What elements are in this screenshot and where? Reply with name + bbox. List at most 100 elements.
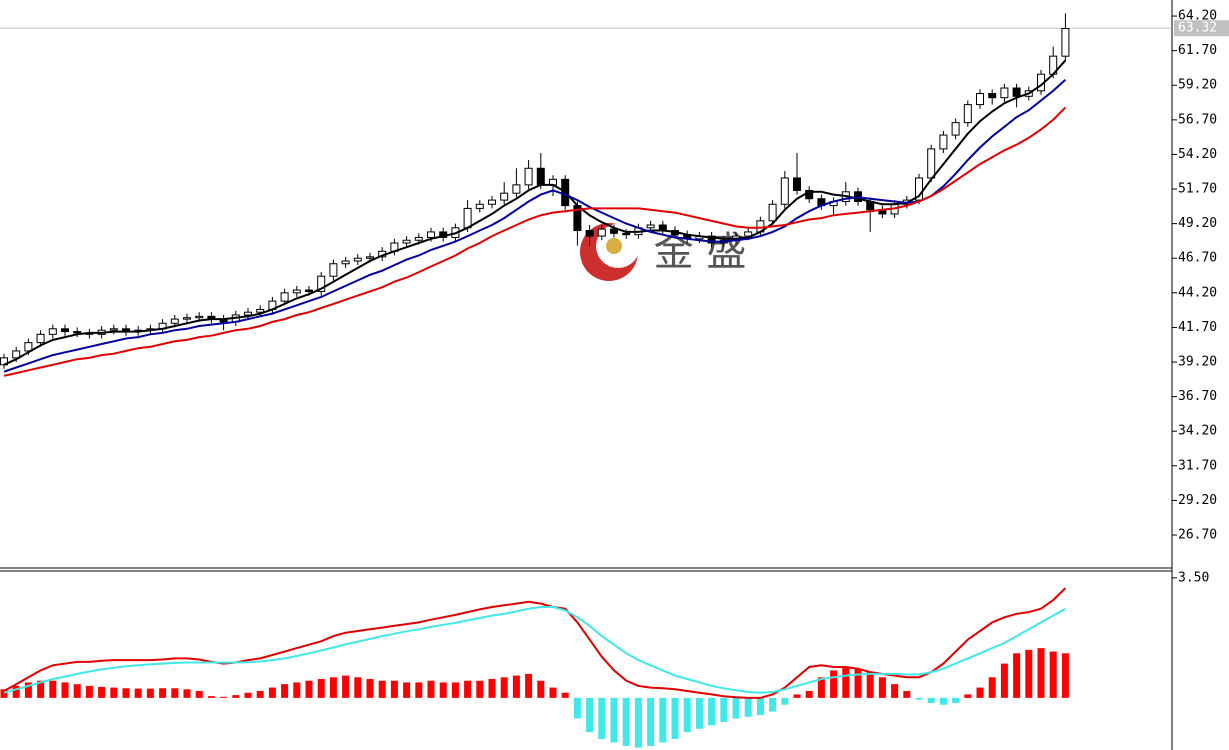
histogram-bar — [73, 684, 81, 698]
histogram-bar — [683, 697, 691, 733]
candle-body — [536, 167, 545, 186]
candle-body — [939, 134, 948, 150]
candle-body — [707, 235, 716, 244]
histogram-bar — [281, 684, 289, 698]
candle-body — [988, 93, 997, 99]
candle-body — [414, 236, 423, 241]
histogram-bar — [1037, 648, 1045, 698]
candle-body — [353, 257, 362, 262]
candle-body — [463, 207, 472, 229]
histogram-bar — [537, 680, 545, 698]
histogram-bar — [830, 670, 838, 698]
histogram-bar — [24, 682, 32, 698]
candle-body — [195, 315, 204, 319]
candle-body — [341, 260, 350, 265]
histogram-bar — [573, 697, 581, 719]
candle-body — [12, 350, 21, 359]
y-tick-label: 31.70 — [1178, 458, 1217, 473]
candle-body — [183, 317, 191, 320]
histogram-bar — [268, 687, 276, 698]
candle-body — [280, 292, 289, 302]
histogram-bar — [488, 679, 496, 698]
y-tick-label: 46.70 — [1178, 251, 1217, 266]
histogram-bar — [439, 682, 447, 698]
candle-body — [1061, 28, 1070, 57]
histogram-bar — [342, 675, 350, 698]
histogram-bar — [378, 680, 386, 698]
histogram-bar — [1013, 653, 1021, 698]
histogram-bar — [891, 684, 899, 698]
candle-body — [329, 263, 338, 277]
candle-body — [744, 231, 753, 237]
candle-body — [427, 231, 435, 238]
histogram-bar — [561, 692, 569, 698]
candle-body — [512, 184, 521, 194]
candle-body — [585, 230, 594, 237]
histogram-bar — [842, 667, 850, 698]
histogram-bar — [927, 697, 935, 704]
histogram-bar — [976, 687, 984, 698]
histogram-bar — [988, 677, 996, 698]
histogram-bar — [390, 680, 398, 698]
histogram-bar — [183, 689, 191, 698]
candle-body — [305, 289, 313, 292]
histogram-bar — [256, 691, 264, 698]
histogram-bar — [695, 697, 703, 729]
y-tick-label: 64.20 — [1178, 9, 1217, 24]
candle-body — [475, 203, 484, 209]
histogram-bar — [793, 694, 801, 698]
histogram-bar — [1061, 653, 1069, 698]
candle-body — [951, 122, 960, 136]
candle-body — [244, 311, 252, 316]
histogram-bar — [159, 688, 167, 698]
histogram-bar — [1025, 649, 1033, 698]
candle-body — [915, 177, 923, 201]
histogram-bar — [878, 677, 886, 698]
histogram-bar — [122, 688, 130, 698]
histogram-bar — [110, 687, 118, 698]
histogram-bar — [622, 697, 630, 746]
histogram-bar — [903, 691, 911, 698]
histogram-bar — [634, 697, 642, 748]
moving-average-line — [3, 78, 1067, 373]
histogram-bar — [220, 696, 228, 698]
y-tick-label: 39.20 — [1178, 355, 1217, 370]
y-tick-label: 56.70 — [1178, 112, 1217, 127]
histogram-bar — [512, 675, 520, 698]
y-tick-label: 3.50 — [1178, 570, 1209, 585]
histogram-bar — [805, 691, 813, 698]
moving-average-line — [3, 59, 1067, 366]
histogram-bar — [403, 682, 411, 698]
candle-body — [1000, 87, 1009, 99]
histogram-bar — [476, 680, 484, 698]
histogram-bar — [756, 697, 764, 716]
candle-body — [402, 239, 411, 244]
candle-body — [366, 256, 374, 259]
histogram-bar — [769, 697, 777, 712]
histogram-bar — [354, 677, 362, 698]
histogram-bar — [817, 677, 825, 698]
candle-body — [48, 328, 57, 335]
candle-body — [622, 232, 631, 236]
candle-body — [524, 167, 533, 186]
candle-body — [109, 328, 118, 331]
histogram-bar — [525, 673, 533, 698]
histogram-bar — [732, 697, 740, 719]
histogram-bar — [1049, 651, 1057, 698]
histogram-bar — [61, 682, 69, 698]
histogram-bar — [586, 697, 594, 733]
histogram-bar — [427, 680, 435, 698]
histogram-bar — [671, 697, 679, 740]
y-tick-label: 54.20 — [1178, 147, 1217, 162]
y-tick-label: 36.70 — [1178, 389, 1217, 404]
candle-body — [500, 192, 509, 201]
candle-body — [780, 177, 789, 205]
histogram-bar — [98, 686, 106, 698]
candle-body — [793, 177, 801, 191]
histogram-bar — [0, 689, 8, 698]
y-tick-label: 49.20 — [1178, 216, 1217, 231]
y-tick-label: 61.70 — [1178, 43, 1217, 58]
histogram-bar — [720, 697, 728, 722]
candle-body — [610, 228, 618, 234]
